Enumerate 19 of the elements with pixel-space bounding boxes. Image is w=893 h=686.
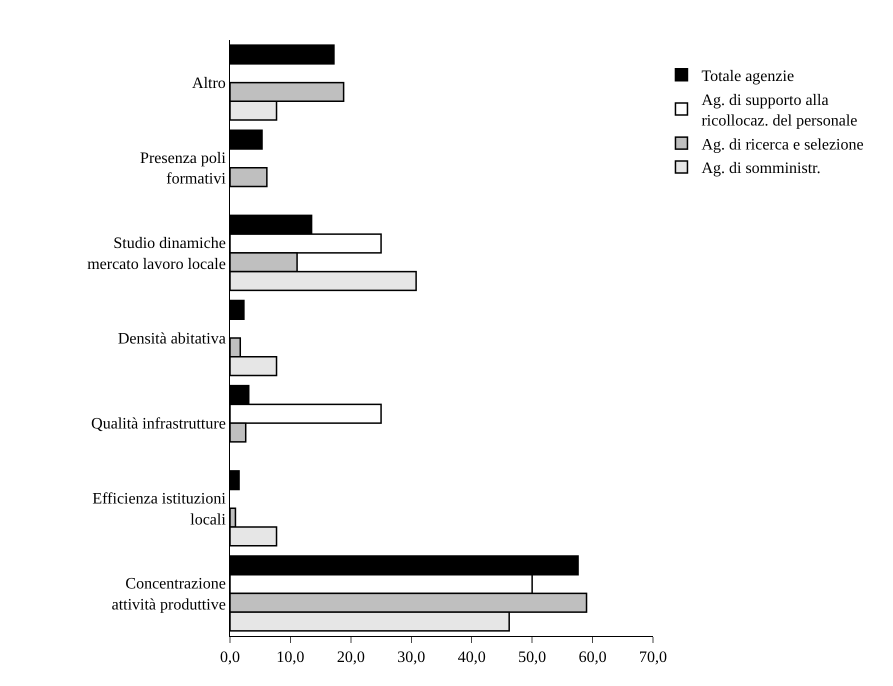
x-tick-label: 30,0 [397,649,426,666]
x-tick-label: 10,0 [276,649,304,666]
y-tick-label: Presenza poli formativi [140,150,226,188]
y-tick-label: Altro [192,75,226,92]
legend-label: Totale agenzie [701,68,794,86]
legend-label: Ag. di ricerca e selezione [701,136,864,154]
legend-label: Ag. di supporto alla ricollocaz. del personale [701,92,858,130]
y-tick-label: Efficienza istituzioni locali [92,490,226,528]
x-tick-label: 40,0 [458,649,486,666]
y-tick-label: Studio dinamiche mercato lavoro locale [87,235,226,273]
x-tick-label: 0,0 [220,649,240,666]
x-tick-label: 70,0 [639,649,667,666]
y-tick-label: Densità abitativa [118,330,226,348]
x-tick-label: 60,0 [578,649,607,666]
legend-label: Ag. di somministr. [701,160,821,178]
y-tick-label: Qualità infrastrutture [91,416,226,433]
y-tick-label: Concentrazione attività produttive [112,576,226,614]
x-tick-label: 20,0 [336,649,365,666]
x-tick-label: 50,0 [518,649,546,666]
